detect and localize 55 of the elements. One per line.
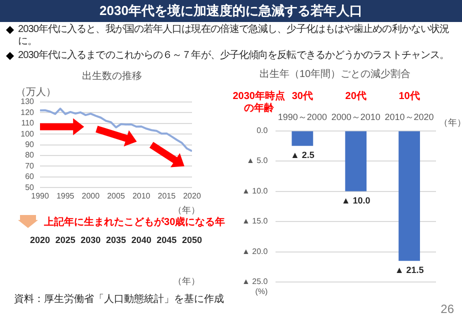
data-label: ▲ 21.5	[394, 264, 424, 275]
x-axis-title: （年）	[172, 205, 200, 216]
x-tick-label: 2010	[132, 192, 151, 201]
x-tick-label: 2000	[82, 192, 100, 201]
y-tick-label: 60	[25, 172, 35, 182]
data-label: ▲ 2.5	[290, 150, 314, 160]
x-tick-label: 2010～2020	[384, 112, 434, 122]
chart-title: 出生年（10年間）ごとの減少割合	[259, 68, 411, 80]
x-tick-label: 1990	[31, 192, 50, 201]
y-tick-label: 70	[25, 161, 35, 170]
y-tick-label: 80	[25, 150, 35, 160]
chart-title: 出生数の推移	[82, 70, 142, 82]
x2-tick-label: 2045	[156, 235, 177, 246]
y-axis-title: (%)	[255, 287, 268, 296]
y-tick-label: ▲ 10.0	[242, 186, 268, 196]
x-tick-label: 2015	[158, 192, 176, 201]
x2-tick-label: 2040	[131, 235, 152, 246]
text: 2030年代に入るまでのこれからの６～７年が、少子化傾向を反転できるかどうかのラストチャンス。	[18, 50, 450, 62]
bar	[345, 131, 367, 192]
y-tick-label: 120	[20, 108, 35, 117]
text: 2030年代を境に加速度的に急減する若年人口	[0, 0, 462, 22]
y-tick-label: 110	[21, 118, 35, 128]
bar	[292, 131, 314, 146]
text: 資料：厚生労働省「人口動態統計」を基に作成	[14, 292, 224, 306]
x2-tick-label: 2020	[30, 235, 50, 246]
x-tick-label: 2020	[183, 192, 202, 201]
text: 10代	[398, 90, 420, 102]
text: 2030年代に入ると、我が国の若年人口は現在の倍速で急減し、少子化はもはや歯止めの利かない状況に。	[18, 24, 450, 48]
x-tick-label: 1990～2000	[278, 112, 327, 122]
x-tick-label: 2000～2010	[331, 112, 380, 122]
x2-tick-label: 2025	[55, 235, 76, 246]
text: 26	[440, 302, 454, 316]
x-axis-title: （年）	[439, 117, 462, 128]
y-tick-label: 0.0	[256, 126, 268, 136]
bar	[398, 131, 420, 261]
y-axis-title: （万人）	[16, 86, 56, 98]
data-label: ▲ 10.0	[341, 195, 370, 206]
text: 上記年に生まれたこどもが30歳になる年	[43, 216, 226, 228]
text: 20代	[345, 90, 366, 102]
x2-tick-label: 2050	[182, 235, 202, 246]
y-tick-label: ▲ 20.0	[242, 246, 268, 256]
y-tick-label: ▲ 15.0	[242, 216, 268, 226]
text: 2030年時点の年齢	[232, 90, 285, 114]
x2-tick-label: 2035	[106, 235, 126, 246]
y-tick-label: ▲ 25.0	[242, 277, 268, 286]
x2-axis-title: （年）	[172, 276, 200, 286]
y-tick-label: 50	[25, 182, 35, 192]
y-tick-label: 130	[20, 97, 35, 106]
x-tick-label: 1995	[56, 192, 75, 201]
x2-tick-label: 2030	[80, 235, 101, 246]
x-tick-label: 2005	[107, 192, 126, 201]
y-tick-label: 100	[20, 129, 35, 138]
text: 30代	[292, 90, 313, 102]
y-tick-label: ▲ 5.0	[246, 156, 268, 166]
y-tick-label: 90	[25, 140, 35, 150]
